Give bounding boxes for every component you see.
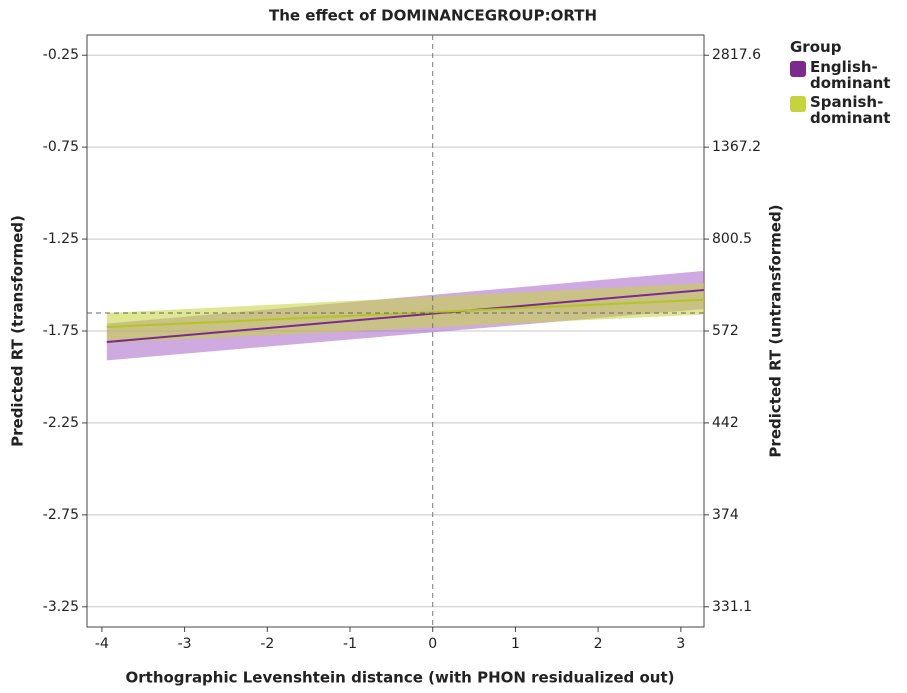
legend-label: English-dominant bbox=[810, 58, 891, 92]
series-line bbox=[106, 289, 705, 344]
legend-entry: English-dominant bbox=[790, 59, 906, 91]
legend-swatch bbox=[790, 96, 806, 112]
y-tick-label: -2.75 bbox=[43, 507, 79, 523]
y-tick-label: -2.25 bbox=[43, 415, 79, 431]
y-tick-label: -3.25 bbox=[43, 599, 79, 615]
y2-axis-label: Predicted RT (untransformed) bbox=[767, 204, 785, 457]
y2-tick-label: 800.5 bbox=[712, 231, 752, 247]
x-tick-label: 2 bbox=[594, 636, 603, 652]
legend: Group English-dominant Spanish-dominant bbox=[790, 38, 906, 126]
y-tick-label: -1.25 bbox=[43, 231, 79, 247]
y-tick-label: -0.75 bbox=[43, 139, 79, 155]
x-tick-label: -3 bbox=[178, 636, 192, 652]
y2-tick-label: 331.1 bbox=[712, 599, 752, 615]
y2-tick-label: 572 bbox=[712, 323, 739, 339]
x-tick-label: -2 bbox=[260, 636, 274, 652]
y-tick-label: -1.75 bbox=[43, 323, 79, 339]
legend-swatch bbox=[790, 61, 806, 77]
x-tick-label: -1 bbox=[343, 636, 357, 652]
x-tick-label: -4 bbox=[95, 636, 109, 652]
y2-tick-label: 1367.2 bbox=[712, 139, 761, 155]
y2-tick-label: 442 bbox=[712, 415, 739, 431]
plot-frame bbox=[86, 34, 705, 628]
legend-title: Group bbox=[790, 38, 842, 56]
legend-label: Spanish-dominant bbox=[810, 93, 891, 127]
chart-title: The effect of DOMINANCEGROUP:ORTH bbox=[269, 7, 597, 25]
x-axis-label: Orthographic Levenshtein distance (with … bbox=[126, 669, 675, 687]
y-tick-label: -0.25 bbox=[43, 47, 79, 63]
y-axis-label: Predicted RT (transformed) bbox=[9, 215, 27, 447]
legend-entry: Spanish-dominant bbox=[790, 94, 906, 126]
x-tick-label: 1 bbox=[511, 636, 520, 652]
x-tick-label: 3 bbox=[676, 636, 685, 652]
x-tick-label: 0 bbox=[428, 636, 437, 652]
y2-tick-label: 2817.6 bbox=[712, 47, 761, 63]
y2-tick-label: 374 bbox=[712, 507, 739, 523]
